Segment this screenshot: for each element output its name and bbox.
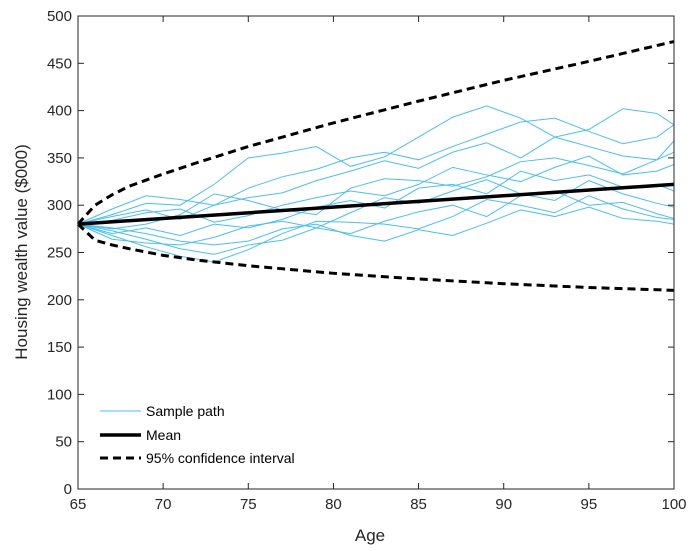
sample-path-line-6 (77, 170, 675, 236)
y-tick-label: 450 (47, 55, 72, 72)
sample-path-line-7 (77, 179, 675, 246)
x-tick-label: 95 (581, 496, 598, 513)
x-tick-label: 80 (325, 496, 342, 513)
y-tick-label: 150 (47, 339, 72, 356)
sample-path-line-4 (77, 151, 675, 230)
legend: Sample path Mean 95% confidence interval (100, 403, 295, 466)
x-tick-label: 75 (240, 496, 257, 513)
x-axis: 65 70 75 80 85 90 95 100 (70, 16, 687, 513)
y-tick-label: 500 (47, 8, 72, 25)
y-axis-title: Housing wealth value ($000) (12, 144, 31, 359)
mean-line-group (77, 182, 675, 226)
mean-line (77, 182, 675, 226)
sample-path-line-8 (77, 190, 675, 255)
y-tick-label: 250 (47, 245, 72, 262)
y-tick-label: 350 (47, 150, 72, 167)
y-tick-label: 100 (47, 386, 72, 403)
y-tick-label: 400 (47, 103, 72, 120)
legend-sample-label: Sample path (146, 403, 225, 419)
x-tick-label: 100 (661, 496, 686, 513)
sample-path-line-10 (77, 206, 675, 246)
sample-path-line-3 (77, 136, 675, 225)
x-tick-label: 90 (495, 496, 512, 513)
y-tick-label: 300 (47, 197, 72, 214)
y-tick-label: 200 (47, 292, 72, 309)
ci-lower-line (76, 223, 675, 292)
sample-path-line-5 (77, 155, 675, 225)
sample-path-line-2 (77, 117, 675, 225)
y-tick-label: 50 (55, 434, 72, 451)
ci-upper-line (76, 40, 675, 226)
y-axis: 0 50 100 150 200 250 300 350 400 450 500 (47, 8, 674, 498)
confidence-interval (76, 40, 675, 292)
x-tick-label: 70 (155, 496, 172, 513)
x-tick-label: 65 (70, 496, 87, 513)
x-tick-label: 85 (410, 496, 427, 513)
sample-paths (77, 105, 675, 263)
legend-mean-label: Mean (146, 427, 181, 443)
x-axis-title: Age (355, 526, 385, 545)
sample-path-line-1 (77, 105, 675, 225)
y-tick-label: 0 (64, 481, 72, 498)
legend-ci-label: 95% confidence interval (146, 450, 295, 466)
